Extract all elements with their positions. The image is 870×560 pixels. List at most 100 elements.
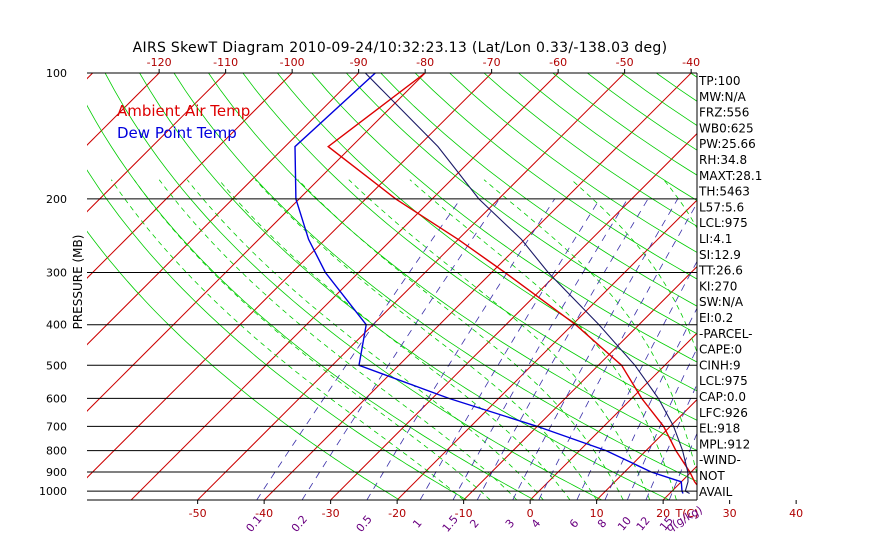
index-label: EI:0.2 [699,311,733,325]
dry-adiabat-line [104,73,602,500]
top-temp-tick-label: -100 [280,56,305,69]
dry-adiabat-line [380,73,697,307]
legend-dewpoint: Dew Point Temp [117,124,237,142]
mixing-ratio-line [538,202,697,500]
dry-adiabat-line [414,73,697,280]
mixing-ratio-line [668,432,697,500]
index-label: CAP:0.0 [699,390,746,404]
bottom-temp-tick-label: -20 [388,507,406,520]
dry-adiabat-line [139,73,670,500]
temperature-profile-line [327,73,697,486]
isotherm-line [596,398,697,500]
mixing-ratio-line [626,347,697,500]
mixing-ratio-line [366,198,556,500]
isotherm-line [87,73,359,346]
isotherm-line [263,73,692,500]
pressure-tick-label: 500 [46,359,67,372]
index-label: -WIND- [699,453,741,467]
moist-adiabat-line [186,179,544,500]
isotherm-line [87,73,226,213]
index-label: AVAIL [699,485,733,499]
bottom-temp-tick-label: 10 [590,507,604,520]
isotherm-line [87,73,293,279]
mixing-ratio-line [476,198,649,500]
index-label: LCL:975 [699,374,748,388]
bottom-temp-tick-label: -50 [189,507,207,520]
bottom-temp-tick-label: 20 [656,507,670,520]
top-temp-tick-label: -50 [616,56,634,69]
legend-temperature: Ambient Air Temp [117,102,250,120]
index-label: MW:N/A [699,90,747,104]
dry-adiabat-line [242,73,697,421]
top-temp-tick-label: -110 [213,56,238,69]
bottom-temp-tick-label: 0 [527,507,534,520]
bottom-temp-tick-label: -30 [322,507,340,520]
top-temp-tick-label: -80 [416,56,434,69]
mixing-ratio-line [301,198,500,500]
dry-adiabat-line [311,73,697,363]
isotherm-line [130,73,559,500]
index-label: PW:25.66 [699,137,756,151]
index-label: LFC:926 [699,406,748,420]
isotherm-line [87,73,160,146]
bottom-temp-tick-label: -40 [255,507,273,520]
x-axis-label: T(C) [675,507,699,520]
index-label: MPL:912 [699,437,750,451]
moist-adiabat-line [158,179,518,500]
mixing-ratio-line [256,198,461,500]
parcel-path-line [364,73,690,494]
dry-adiabat-line [87,104,535,500]
index-label: LCL:975 [699,216,748,230]
index-label: EL:918 [699,422,740,436]
mixing-ratio-line [576,260,697,500]
dry-adiabat-line [173,73,697,482]
index-label: L57:5.6 [699,200,744,214]
index-label: TH:5463 [698,185,750,199]
top-temp-tick-label: -40 [682,56,700,69]
index-label: TT:26.6 [698,264,743,278]
index-label: SI:12.9 [699,248,741,262]
index-label: FRZ:556 [699,106,749,120]
pressure-tick-label: 600 [46,392,67,405]
pressure-tick-label: 700 [46,420,67,433]
moist-adiabat-line [133,179,491,500]
top-temp-tick-label: -90 [350,56,368,69]
mixing-ratio-line [512,198,679,500]
top-temp-tick-label: -60 [549,56,567,69]
moist-adiabat-line [218,179,571,500]
mixing-ratio-line [604,307,697,500]
index-label: CAPE:0 [699,343,742,357]
pressure-tick-label: 400 [46,319,67,332]
isotherm-line [197,73,625,500]
top-temp-tick-label: -70 [483,56,501,69]
mixing-ratio-line [452,198,628,500]
index-label: -PARCEL- [699,327,753,341]
dewpoint-profile-line [294,73,684,494]
bottom-temp-tick-label: 30 [723,507,737,520]
dry-adiabat-line [346,73,697,335]
pressure-tick-label: 300 [46,267,67,280]
index-label: KI:270 [699,279,737,293]
index-label: LI:4.1 [699,232,732,246]
isotherm-line [396,199,697,500]
bottom-temp-tick-label: -10 [455,507,473,520]
pressure-tick-label: 200 [46,193,67,206]
moist-adiabat-line [255,179,597,500]
dry-adiabat-line [87,169,468,500]
moist-adiabat-line [409,179,677,500]
isotherm-line [87,73,426,412]
isotherm-line [529,332,697,500]
index-label: RH:34.8 [699,153,747,167]
index-label: MAXT:28.1 [699,169,762,183]
top-temp-tick-label: -120 [147,56,172,69]
pressure-tick-label: 800 [46,445,67,458]
dry-adiabat-line [449,73,697,253]
index-label: WB0:625 [699,121,754,135]
index-label: CINH:9 [699,358,741,372]
chart-title: AIRS SkewT Diagram 2010-09-24/10:32:23.1… [133,40,668,56]
index-label: NOT [699,469,725,483]
isotherm-line [463,265,697,500]
index-label: TP:100 [698,74,741,88]
